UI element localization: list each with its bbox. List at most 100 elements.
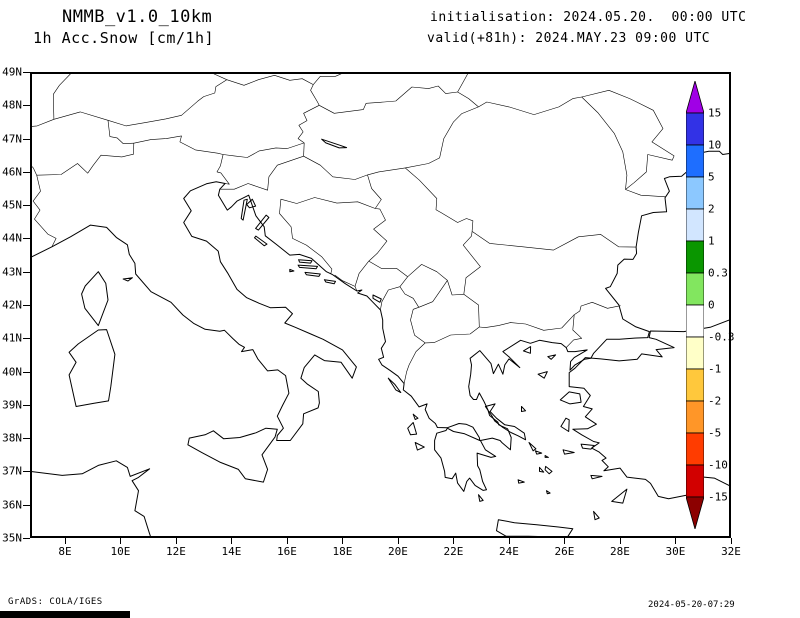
lat-tick-mark bbox=[23, 371, 30, 373]
lon-tick-mark bbox=[64, 538, 66, 544]
colorbar bbox=[686, 81, 704, 529]
country-border-path bbox=[565, 314, 582, 348]
creation-timestamp: 2024-05-20-07:29 bbox=[648, 600, 735, 610]
colorbar-segment bbox=[686, 240, 704, 274]
lat-tick-label: 36N bbox=[2, 498, 22, 512]
lat-tick-mark bbox=[23, 205, 30, 207]
lat-tick-mark bbox=[23, 72, 30, 73]
coastline-path bbox=[522, 346, 532, 354]
lat-tick-mark bbox=[23, 338, 30, 340]
country-border-path bbox=[625, 189, 666, 198]
lat-tick-label: 48N bbox=[2, 98, 22, 112]
lon-tick-mark bbox=[453, 538, 455, 544]
valid-time-label: valid(+81h): 2024.MAY.23 09:00 UTC bbox=[427, 31, 711, 46]
colorbar-segment bbox=[686, 336, 704, 370]
lon-tick-mark bbox=[675, 538, 677, 544]
lon-tick-mark bbox=[564, 538, 566, 544]
coastline-path bbox=[246, 198, 257, 209]
country-border-path bbox=[410, 307, 426, 344]
coastline-path bbox=[323, 279, 336, 285]
colorbar-tick-label: 0 bbox=[708, 298, 715, 312]
lon-tick-label: 8E bbox=[58, 545, 72, 558]
coastline-path bbox=[521, 406, 527, 412]
coastline-path bbox=[528, 442, 537, 452]
lon-tick-label: 14E bbox=[221, 545, 242, 558]
lon-tick-label: 28E bbox=[610, 545, 630, 558]
lat-tick-mark bbox=[23, 105, 30, 107]
lat-tick-label: 41N bbox=[2, 331, 22, 345]
colorbar-segment bbox=[686, 208, 704, 242]
coastline-path bbox=[580, 443, 595, 450]
colorbar-tick-label: 5 bbox=[708, 170, 715, 184]
coastline-path bbox=[534, 450, 543, 455]
lat-tick-mark bbox=[23, 305, 30, 306]
coastline-path bbox=[297, 264, 318, 270]
lat-tick-label: 45N bbox=[2, 198, 22, 212]
lon-tick-mark bbox=[120, 538, 122, 544]
lat-tick-mark bbox=[23, 538, 30, 539]
country-border-path bbox=[313, 72, 346, 85]
country-border-path bbox=[367, 167, 406, 176]
country-border-path bbox=[581, 90, 675, 190]
country-border-path bbox=[36, 135, 230, 185]
coastline-path bbox=[496, 519, 574, 538]
colorbar-tick-label: -10 bbox=[708, 458, 728, 472]
lon-tick-label: 20E bbox=[388, 545, 408, 558]
lat-tick-label: 37N bbox=[2, 464, 22, 478]
country-border-path bbox=[462, 231, 481, 295]
country-border-path bbox=[219, 155, 304, 191]
coastline-path bbox=[68, 329, 116, 407]
country-border-path bbox=[471, 231, 637, 251]
colorbar-bottom-arrow bbox=[686, 496, 704, 529]
country-border-path bbox=[405, 106, 479, 169]
lon-tick-label: 26E bbox=[554, 545, 575, 558]
country-border-path bbox=[223, 142, 305, 158]
coastline-path bbox=[254, 235, 268, 247]
lon-tick-mark bbox=[175, 538, 177, 544]
coastline-path bbox=[372, 294, 382, 303]
map-frame-border bbox=[30, 72, 731, 538]
country-border-path bbox=[405, 167, 474, 232]
lat-tick-label: 39N bbox=[2, 398, 22, 412]
coastline-path bbox=[568, 318, 731, 500]
colorbar-tick-label: 1 bbox=[708, 234, 715, 248]
coastline-path bbox=[407, 422, 418, 436]
country-border-path bbox=[279, 197, 376, 274]
lon-tick-mark bbox=[286, 538, 288, 544]
coastline-path bbox=[240, 198, 248, 221]
lon-tick-label: 22E bbox=[443, 545, 464, 558]
country-border-path bbox=[368, 260, 408, 277]
colorbar-segment bbox=[686, 464, 704, 498]
coastline-path bbox=[321, 138, 348, 149]
bottom-left-black-bar bbox=[0, 611, 130, 618]
coastline-path bbox=[298, 259, 313, 264]
country-border-path bbox=[403, 342, 426, 384]
coastline-path bbox=[560, 417, 570, 432]
grads-credit: GrADS: COLA/IGES bbox=[8, 597, 103, 607]
colorbar-segment bbox=[686, 112, 704, 146]
coastline-borders-svg bbox=[30, 72, 731, 538]
colorbar-segment bbox=[686, 368, 704, 402]
lat-tick-mark bbox=[23, 438, 30, 440]
country-border-path bbox=[418, 280, 448, 308]
country-border-path bbox=[463, 294, 480, 328]
coastline-path bbox=[544, 465, 553, 475]
lat-tick-label: 49N bbox=[2, 65, 22, 79]
coastline-path bbox=[187, 427, 278, 483]
coastline-path bbox=[546, 490, 551, 495]
lon-tick-mark bbox=[231, 538, 233, 544]
lat-tick-label: 43N bbox=[2, 265, 22, 279]
model-title: NMMB_v1.0_10km bbox=[62, 7, 213, 27]
lat-tick-label: 47N bbox=[2, 132, 22, 146]
lat-tick-mark bbox=[23, 138, 30, 140]
country-border-path bbox=[107, 120, 134, 144]
lon-tick-mark bbox=[508, 538, 510, 544]
coastline-path bbox=[255, 214, 270, 231]
lon-tick-label: 12E bbox=[166, 545, 186, 558]
coastline-path bbox=[30, 181, 357, 441]
country-border-path bbox=[574, 302, 621, 315]
coastline-path bbox=[590, 474, 603, 480]
lat-tick-mark bbox=[23, 404, 30, 406]
colorbar-tick-label: 2 bbox=[708, 202, 715, 216]
